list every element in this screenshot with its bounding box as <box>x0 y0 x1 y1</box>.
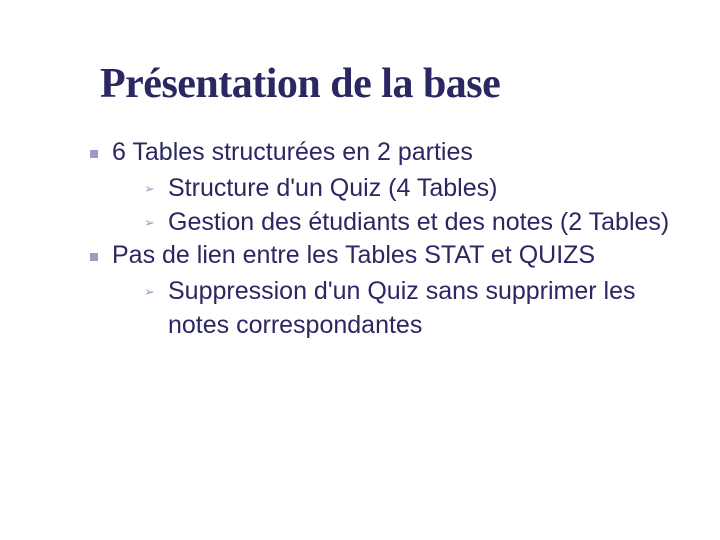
arrow-bullet-icon: ➢ <box>144 285 158 298</box>
square-bullet-icon <box>90 253 98 261</box>
bullet-level2: ➢ Structure d'un Quiz (4 Tables) <box>100 172 680 206</box>
slide-body: 6 Tables structurées en 2 parties ➢ Stru… <box>100 136 680 343</box>
slide-title: Présentation de la base <box>100 60 680 108</box>
bullet-text: Suppression d'un Quiz sans supprimer les… <box>168 275 680 343</box>
bullet-text: Gestion des étudiants et des notes (2 Ta… <box>168 206 669 240</box>
bullet-level1: Pas de lien entre les Tables STAT et QUI… <box>100 239 680 273</box>
arrow-bullet-icon: ➢ <box>144 182 158 195</box>
bullet-level1: 6 Tables structurées en 2 parties <box>100 136 680 170</box>
bullet-level2: ➢ Gestion des étudiants et des notes (2 … <box>100 206 680 240</box>
bullet-level2: ➢ Suppression d'un Quiz sans supprimer l… <box>100 275 680 343</box>
bullet-text: Pas de lien entre les Tables STAT et QUI… <box>112 239 595 273</box>
bullet-text: 6 Tables structurées en 2 parties <box>112 136 473 170</box>
arrow-bullet-icon: ➢ <box>144 216 158 229</box>
square-bullet-icon <box>90 150 98 158</box>
slide: Présentation de la base 6 Tables structu… <box>0 0 720 540</box>
bullet-text: Structure d'un Quiz (4 Tables) <box>168 172 497 206</box>
